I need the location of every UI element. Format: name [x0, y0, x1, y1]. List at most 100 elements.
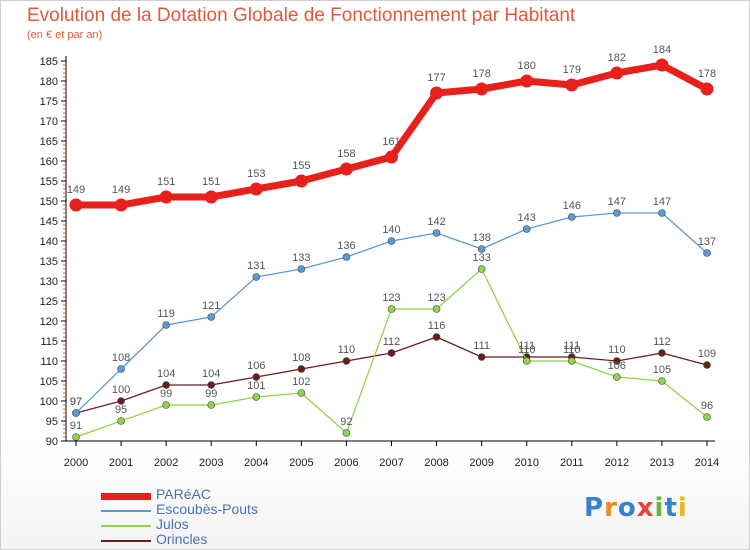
- y-tick-label: 170: [40, 116, 58, 128]
- data-label: 106: [608, 360, 626, 372]
- x-tick-label: 2011: [560, 457, 584, 469]
- y-tick-label: 185: [40, 56, 58, 68]
- data-label: 147: [653, 196, 671, 208]
- data-label: 147: [608, 196, 626, 208]
- data-label: 143: [518, 212, 536, 224]
- proxiti-logo: Proxiti: [584, 493, 688, 523]
- data-point: [567, 213, 576, 221]
- x-tick-label: 2008: [424, 457, 448, 469]
- data-point: [342, 357, 351, 365]
- data-point: [432, 333, 441, 341]
- data-point: [475, 82, 489, 96]
- data-point: [387, 305, 396, 313]
- data-label: 184: [653, 44, 671, 56]
- y-tick-label: 95: [46, 416, 58, 428]
- data-label: 105: [653, 364, 671, 376]
- y-tick-label: 120: [40, 316, 58, 328]
- x-tick-label: 2003: [199, 457, 223, 469]
- y-tick-label: 100: [40, 396, 58, 408]
- data-point: [477, 245, 486, 253]
- data-point: [117, 365, 125, 373]
- data-label: 111: [563, 340, 580, 352]
- data-point: [339, 162, 353, 176]
- data-point: [703, 361, 711, 369]
- data-point: [342, 253, 351, 261]
- data-label: 179: [563, 64, 581, 76]
- data-label: 151: [202, 176, 220, 188]
- data-point: [430, 86, 444, 100]
- data-label: 119: [157, 308, 175, 320]
- data-point: [207, 313, 216, 321]
- x-tick-label: 2007: [379, 457, 403, 469]
- data-label: 142: [427, 216, 445, 228]
- data-point: [159, 190, 173, 204]
- data-point: [432, 305, 441, 313]
- logo-letter: r: [604, 493, 618, 523]
- data-point: [72, 433, 80, 441]
- data-point: [703, 413, 711, 421]
- data-label: 140: [382, 224, 400, 236]
- y-tick-label: 125: [40, 296, 58, 308]
- logo-letter: i: [654, 493, 665, 523]
- data-point: [252, 373, 261, 381]
- legend-label: Escoubès-Pouts: [156, 501, 258, 517]
- data-point: [703, 249, 711, 257]
- data-label: 111: [473, 340, 490, 352]
- data-point: [658, 377, 666, 385]
- data-label: 123: [382, 292, 400, 304]
- chart-subtitle: (en € et par an): [27, 29, 103, 41]
- data-label: 137: [698, 236, 716, 248]
- data-label: 158: [337, 148, 355, 160]
- data-point: [117, 397, 125, 405]
- data-label: 111: [518, 340, 535, 352]
- data-label: 138: [472, 232, 490, 244]
- y-tick-label: 105: [40, 376, 58, 388]
- data-label: 110: [518, 344, 536, 356]
- data-label: 180: [518, 60, 536, 72]
- data-label: 112: [383, 336, 401, 348]
- logo-letter: P: [584, 493, 605, 523]
- data-label: 106: [247, 360, 265, 372]
- data-label: 182: [608, 52, 626, 64]
- data-point: [700, 82, 714, 96]
- data-label: 95: [115, 404, 127, 416]
- data-point: [294, 174, 308, 188]
- data-label: 104: [202, 368, 220, 380]
- data-label: 155: [292, 160, 310, 172]
- data-point: [387, 349, 396, 357]
- legend-label: PARéAC: [156, 486, 211, 502]
- data-point: [385, 150, 398, 164]
- data-label: 177: [427, 72, 445, 84]
- data-label: 149: [112, 184, 130, 196]
- data-label: 123: [427, 292, 445, 304]
- data-label: 108: [292, 352, 310, 364]
- data-point: [522, 357, 531, 365]
- legend-swatch: [101, 525, 151, 527]
- y-tick-label: 155: [40, 176, 58, 188]
- y-tick-label: 110: [40, 356, 58, 368]
- y-tick-label: 90: [46, 436, 58, 448]
- data-label: 96: [701, 400, 713, 412]
- data-point: [297, 265, 306, 273]
- data-point: [520, 74, 534, 88]
- data-point: [477, 265, 486, 273]
- data-label: 178: [472, 68, 490, 80]
- data-label: 110: [563, 344, 581, 356]
- data-label: 99: [160, 388, 172, 400]
- data-point: [207, 381, 216, 389]
- data-point: [522, 225, 531, 233]
- logo-letter: o: [617, 493, 637, 523]
- data-point: [342, 429, 351, 437]
- data-point: [204, 190, 218, 204]
- y-tick-label: 180: [40, 76, 58, 88]
- data-label: 146: [563, 200, 581, 212]
- y-tick-label: 130: [40, 276, 58, 288]
- data-point: [162, 381, 170, 389]
- x-tick-label: 2010: [514, 457, 538, 469]
- x-tick-label: 2000: [64, 457, 88, 469]
- line-chart: 90 95 100 105 110 115 120 125 130 135 140 145 150 155…: [40, 44, 720, 469]
- logo-letter: t: [664, 493, 678, 523]
- data-label: 97: [70, 396, 82, 408]
- data-point: [114, 198, 128, 212]
- data-point: [610, 66, 624, 80]
